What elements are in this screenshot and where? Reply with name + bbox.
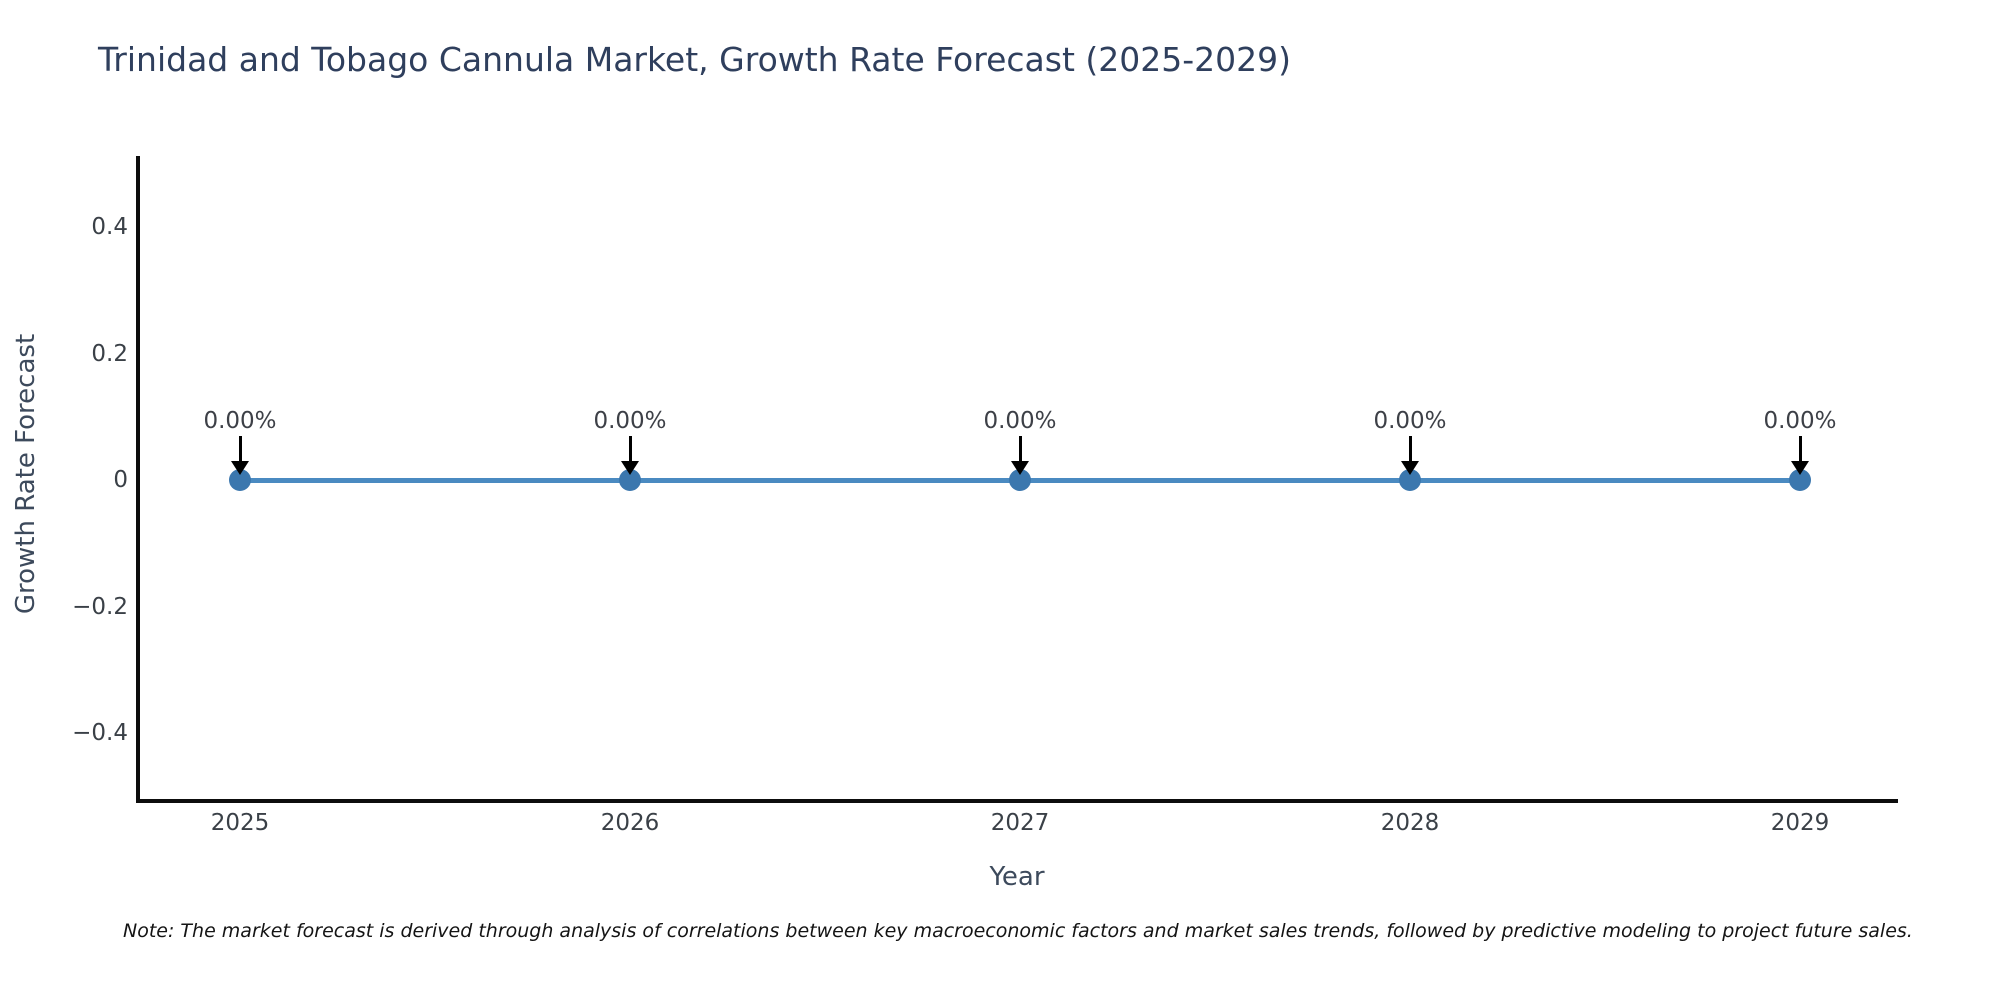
- x-axis-line: [136, 799, 1898, 803]
- down-arrow-icon: [1408, 436, 1412, 464]
- down-arrow-icon: [1018, 436, 1022, 464]
- point-value-label: 0.00%: [1373, 408, 1447, 434]
- point-value-label: 0.00%: [983, 408, 1057, 434]
- y-axis-line: [136, 156, 140, 803]
- point-value-label: 0.00%: [203, 408, 277, 434]
- x-tick-label: 2029: [1770, 810, 1830, 836]
- down-arrow-icon: [621, 461, 639, 475]
- y-tick-label: −0.4: [72, 720, 128, 746]
- x-tick-label: 2028: [1380, 810, 1440, 836]
- down-arrow-icon: [1401, 461, 1419, 475]
- down-arrow-icon: [628, 436, 632, 464]
- x-tick-label: 2025: [210, 810, 270, 836]
- x-tick-label: 2027: [990, 810, 1050, 836]
- down-arrow-icon: [1798, 436, 1802, 464]
- x-axis-title: Year: [989, 862, 1045, 892]
- point-value-label: 0.00%: [1763, 408, 1837, 434]
- down-arrow-icon: [1791, 461, 1809, 475]
- y-tick-label: 0.2: [91, 340, 128, 367]
- y-tick-label: −0.2: [72, 593, 128, 620]
- footnote: Note: The market forecast is derived thr…: [123, 920, 1913, 942]
- x-tick-label: 2026: [600, 810, 660, 836]
- chart-title: Trinidad and Tobago Cannula Market, Grow…: [98, 40, 1291, 79]
- y-tick-label: 0: [113, 467, 128, 493]
- down-arrow-icon: [231, 461, 249, 475]
- point-value-label: 0.00%: [593, 408, 667, 434]
- down-arrow-icon: [238, 436, 242, 464]
- y-tick-label: 0.4: [91, 214, 128, 240]
- down-arrow-icon: [1011, 461, 1029, 475]
